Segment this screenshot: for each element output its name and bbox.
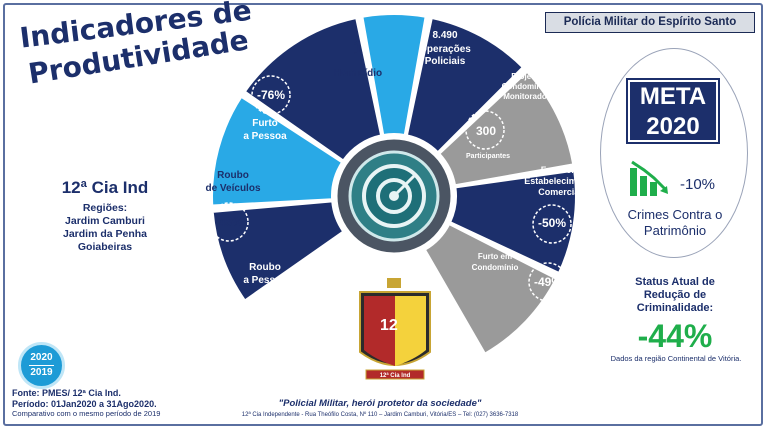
meta-label-line: Patrimônio bbox=[643, 223, 707, 238]
projeto-label: Condomínio bbox=[501, 82, 549, 91]
status-label: Status Atual de Redução de Criminalidade… bbox=[605, 276, 745, 315]
projeto-value: 300 bbox=[475, 124, 497, 138]
pct-ring bbox=[532, 204, 572, 244]
status-note: Dados da região Continental de Vitória. bbox=[610, 354, 742, 363]
emblem-number: 12 bbox=[380, 317, 398, 334]
period-line: Período: 01Jan2020 a 31Ago2020. bbox=[12, 398, 157, 409]
operacoes-label: Policiais bbox=[424, 56, 466, 67]
decrease-chart-icon bbox=[630, 160, 668, 196]
org-badge: Polícia Militar do Espírito Santo bbox=[545, 12, 755, 33]
furto-cond-label: Furto em bbox=[477, 252, 513, 261]
pct-ring bbox=[465, 110, 505, 150]
meta-frame bbox=[600, 48, 748, 258]
furto-pessoa-value: -76% bbox=[256, 88, 285, 102]
year-current: 2020 bbox=[30, 352, 53, 363]
homicidio-label: Homicídio bbox=[333, 68, 383, 79]
segment-projeto bbox=[437, 70, 575, 187]
regions-label: Regiões: bbox=[82, 202, 128, 214]
target-icon bbox=[334, 136, 454, 256]
furto-estab-label: Estabelecimento bbox=[524, 176, 596, 186]
pct-ring bbox=[528, 262, 568, 302]
furto-estab-value: -50% bbox=[537, 216, 566, 230]
roubo-pessoa-value: -58% bbox=[252, 305, 281, 319]
footer-quote: "Policial Militar, herói protetor da soc… bbox=[278, 398, 482, 409]
pct-ring bbox=[247, 292, 287, 332]
year-previous: 2019 bbox=[30, 367, 53, 378]
meta-box: META 2020 bbox=[626, 78, 720, 144]
unit-name: 12ª Cia Ind bbox=[61, 178, 149, 197]
meta-target-pct: -10% bbox=[680, 176, 716, 193]
segment-furto-pessoa bbox=[243, 16, 383, 162]
meta-label-line: Crimes Contra o bbox=[627, 207, 723, 222]
region-item: Jardim Camburi bbox=[65, 215, 145, 227]
unit-regions: Regiões: Jardim Camburi Jardim da Penha … bbox=[20, 202, 190, 254]
furto-estab-label: Comercial bbox=[538, 187, 582, 197]
furto-cond-label: Condomínio bbox=[471, 263, 519, 272]
unit-info: 12ª Cia Ind Regiões: Jardim Camburi Jard… bbox=[20, 178, 190, 254]
roubo-pessoa-label: Roubo bbox=[249, 262, 281, 273]
roubo-veic-value: -46% bbox=[214, 215, 243, 229]
comparison-line: Comparativo com o mesmo período de 2019 bbox=[12, 409, 161, 418]
furto-pessoa-label: a Pessoa bbox=[243, 131, 287, 142]
projeto-sub: Participantes bbox=[466, 153, 510, 160]
roubo-pessoa-label: a Pessoa bbox=[243, 275, 287, 286]
status-line: Criminalidade: bbox=[636, 302, 714, 314]
source-note: Fonte: PMES/ 12ª Cia Ind. Período: 01Jan… bbox=[12, 388, 160, 420]
unit-emblem: 12 12ª Cia Ind bbox=[359, 278, 431, 380]
status-reduction-pct: -44% bbox=[637, 318, 713, 354]
segment-furto-estab bbox=[448, 169, 577, 275]
roubo-veic-label: Roubo bbox=[217, 170, 249, 181]
emblem-ribbon: 12ª Cia Ind bbox=[380, 372, 411, 379]
segment-roubo-pessoa bbox=[211, 200, 345, 302]
meta-target-label: Crimes Contra o Patrimônio bbox=[615, 207, 735, 239]
year-badge: 2020 2019 bbox=[18, 342, 65, 389]
furto-pessoa-label: Furto bbox=[252, 118, 278, 129]
segment-furto-cond bbox=[423, 222, 558, 355]
pct-ring bbox=[209, 202, 249, 242]
footer-address: 12ª Cia Independente - Rua Theófilo Cost… bbox=[241, 412, 519, 418]
meta-year: 2020 bbox=[646, 113, 700, 140]
segment-operacoes bbox=[405, 16, 525, 154]
roubo-veic-label: de Veículos bbox=[205, 183, 261, 194]
projeto-label: Projeto bbox=[511, 72, 539, 81]
status-line: Status Atual de bbox=[635, 276, 715, 288]
furto-estab-label: Furto em bbox=[540, 165, 580, 175]
source-line: Fonte: PMES/ 12ª Cia Ind. bbox=[12, 388, 121, 398]
operacoes-label: Operações bbox=[419, 44, 471, 55]
segment-homicidio bbox=[361, 13, 427, 137]
pct-ring bbox=[251, 75, 291, 115]
region-item: Jardim da Penha bbox=[62, 228, 148, 240]
projeto-label: Monitorado bbox=[503, 92, 547, 101]
meta-title: META bbox=[639, 83, 707, 110]
segment-roubo-veic bbox=[211, 95, 344, 207]
region-item: Goiabeiras bbox=[77, 241, 133, 253]
furto-cond-value: -49% bbox=[533, 275, 562, 289]
operacoes-value: 8.490 bbox=[432, 30, 458, 41]
homicidio-value: 1 bbox=[352, 38, 363, 58]
status-line: Redução de bbox=[643, 289, 707, 301]
